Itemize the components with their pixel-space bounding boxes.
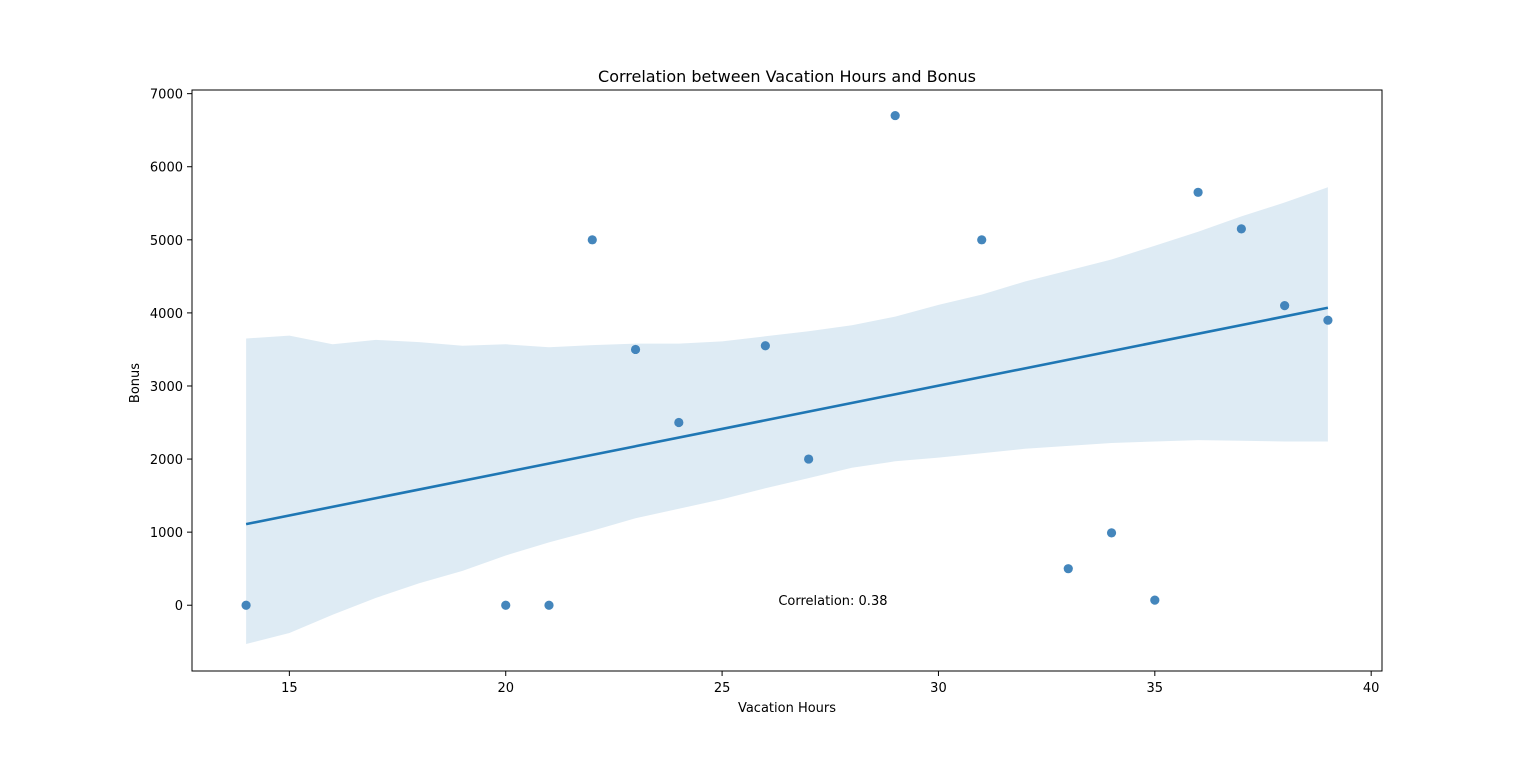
y-tick-label-0: 0 [175, 599, 183, 614]
data-point-9 [890, 110, 900, 121]
data-point-8 [804, 454, 814, 464]
plot-area: 15 20 25 30 35 40 0 1000 2000 3000 4000 5000 6000 700… [150, 88, 1383, 696]
data-point-1 [241, 600, 251, 610]
x-axis-label: Vacation Hours [738, 701, 836, 716]
x-tick-label-40: 40 [1363, 681, 1380, 696]
data-point-12 [1106, 528, 1117, 538]
regression-line [245, 306, 1329, 526]
y-tick-label-7000: 7000 [150, 88, 183, 103]
x-tick-label-35: 35 [1147, 681, 1164, 696]
data-point-5 [630, 344, 641, 355]
data-point-3 [544, 600, 554, 610]
x-tick-label-30: 30 [930, 681, 947, 696]
data-point-6 [674, 417, 684, 428]
data-point-11 [1063, 564, 1073, 574]
x-tick-label-15: 15 [281, 681, 298, 696]
data-point-13 [1150, 595, 1160, 605]
data-point-17 [1323, 315, 1333, 325]
y-tick-label-5000: 5000 [150, 234, 183, 249]
data-point-14 [1193, 187, 1203, 197]
data-point-2 [501, 600, 511, 610]
plot-frame [191, 89, 1383, 672]
correlation-annotation: Correlation: 0.38 [778, 594, 887, 609]
y-tick-label-1000: 1000 [150, 526, 183, 541]
data-point-16 [1280, 300, 1290, 311]
x-tick-label-25: 25 [714, 681, 731, 696]
y-tick-label-4000: 4000 [150, 307, 183, 322]
data-point-7 [760, 341, 770, 351]
data-point-4 [587, 235, 597, 245]
y-tick-label-2000: 2000 [150, 453, 183, 468]
data-point-15 [1236, 224, 1246, 234]
y-axis-label: Bonus [128, 363, 143, 403]
y-tick-label-3000: 3000 [150, 380, 183, 395]
x-tick-label-20: 20 [497, 681, 514, 696]
chart-title: Correlation between Vacation Hours and B… [598, 67, 976, 86]
y-tick-label-6000: 6000 [150, 161, 183, 176]
data-point-10 [977, 235, 987, 245]
